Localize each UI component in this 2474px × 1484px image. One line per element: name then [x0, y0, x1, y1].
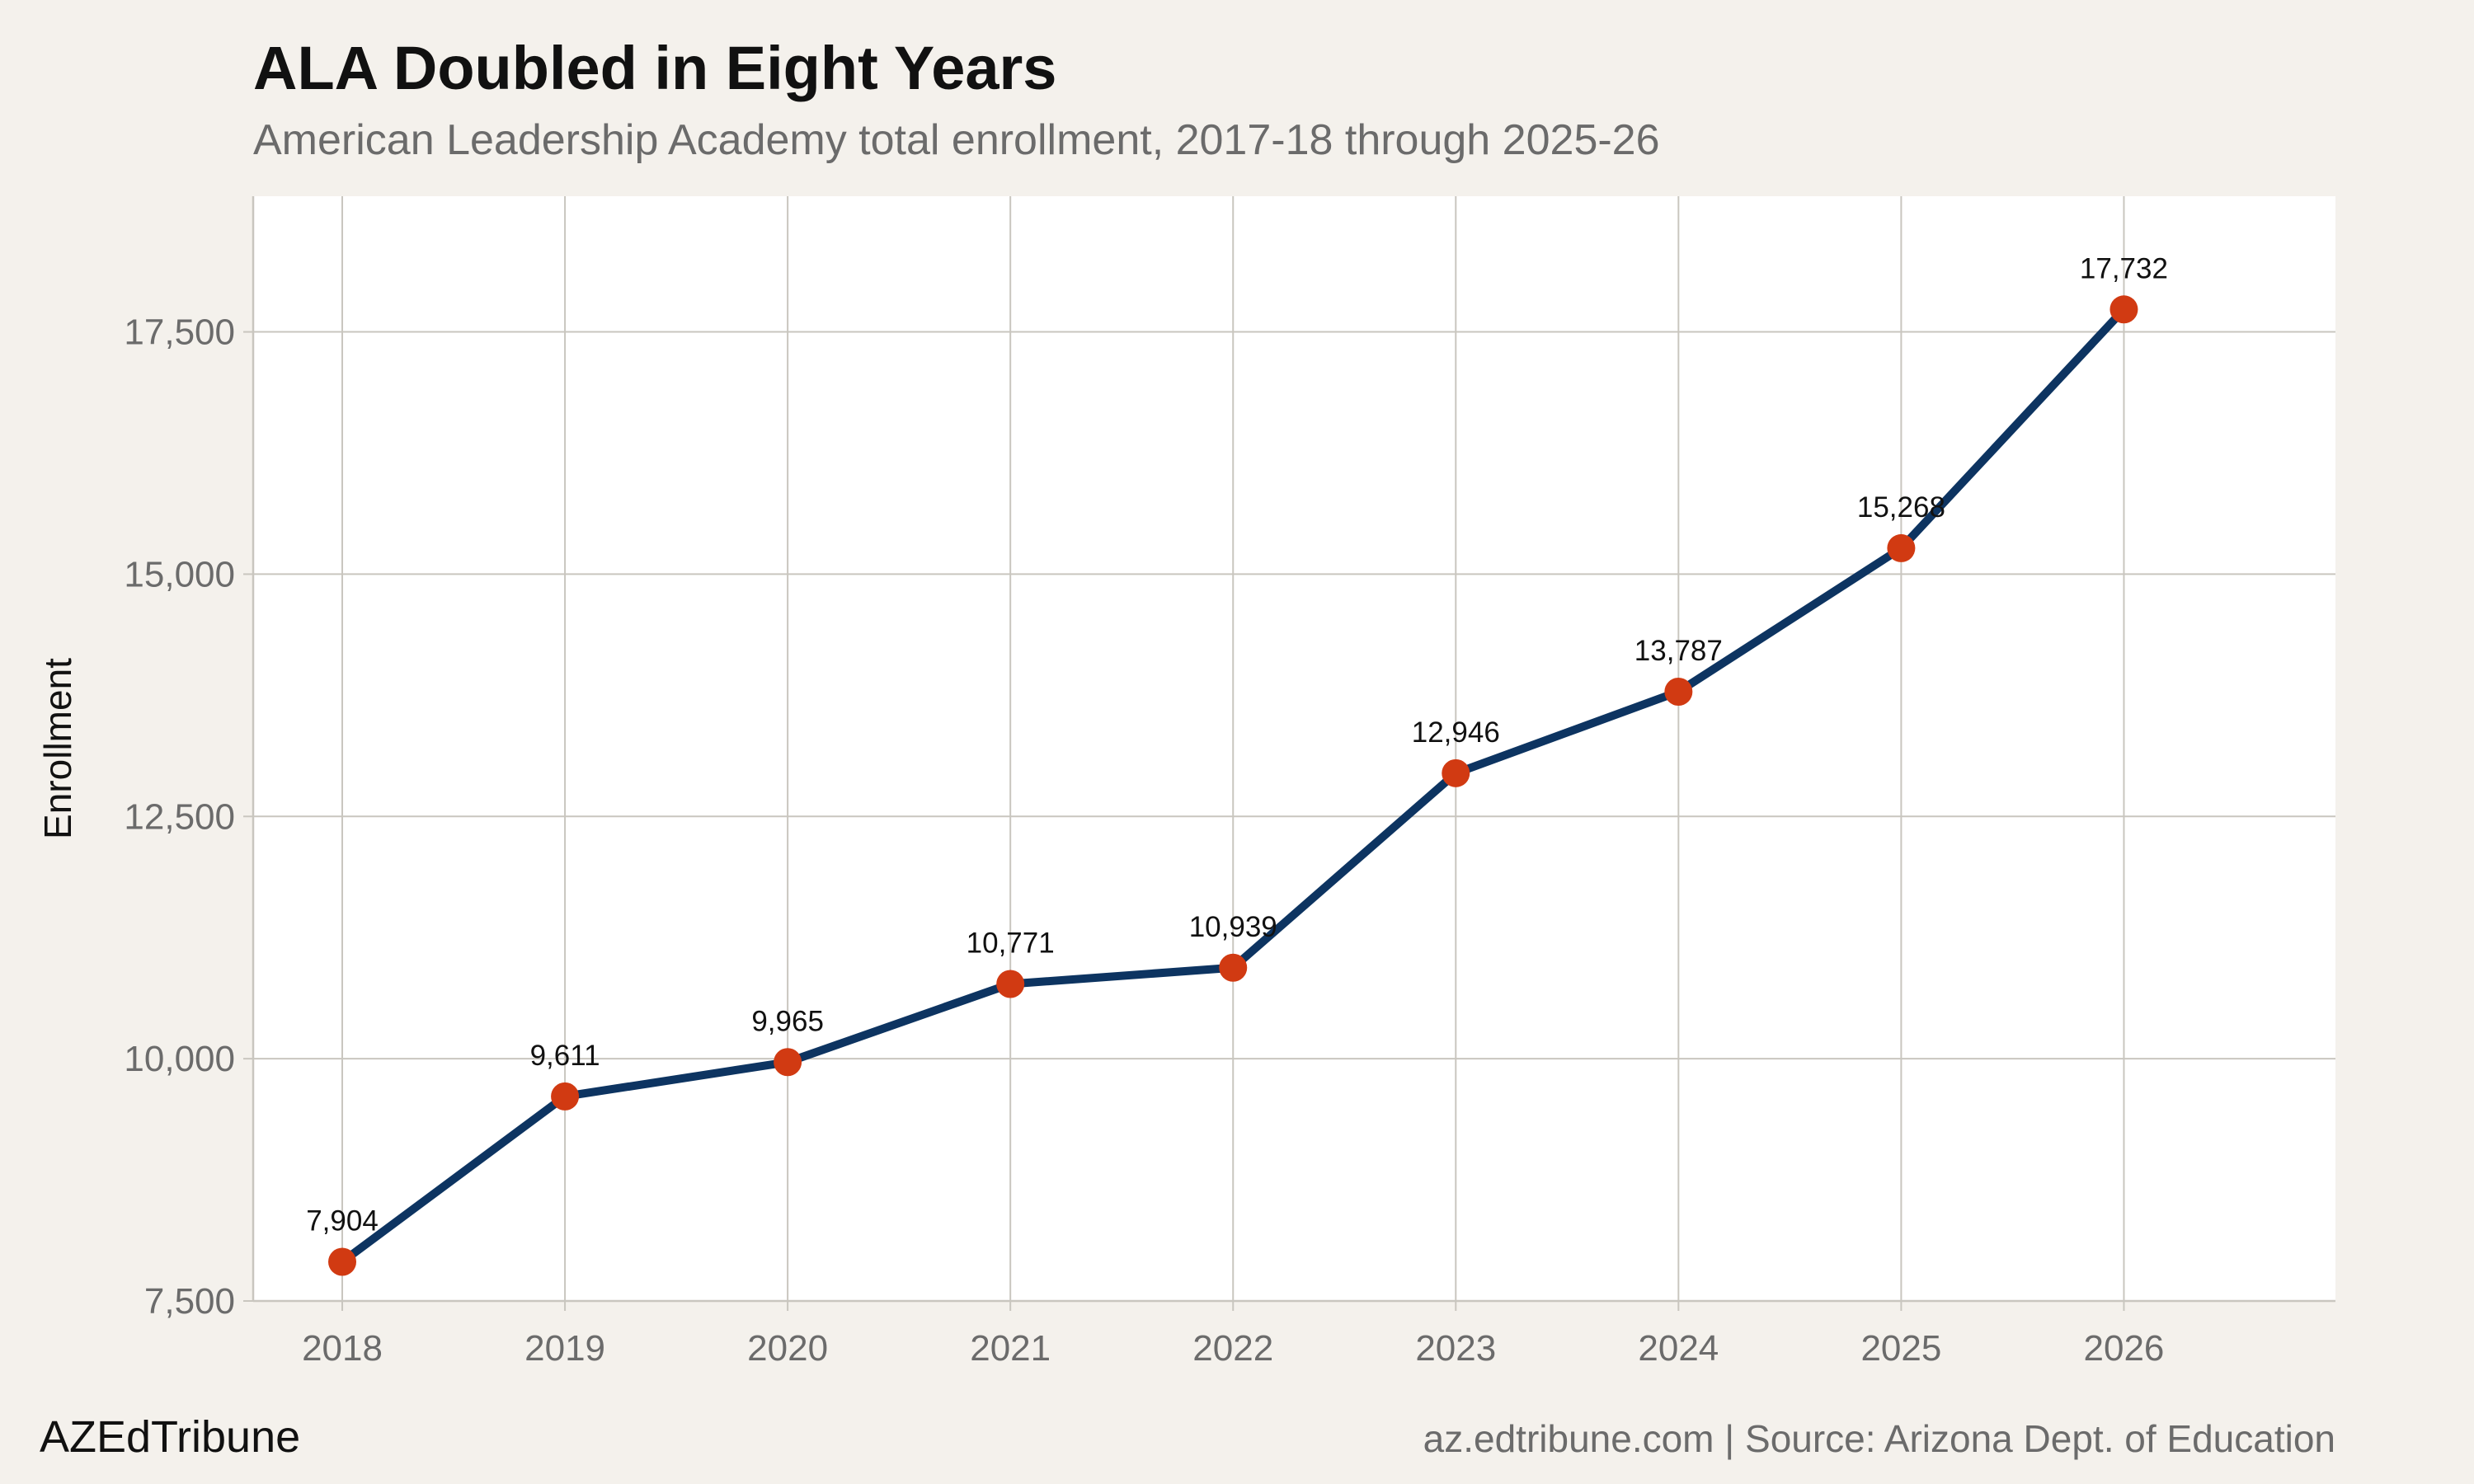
plot-panel	[253, 196, 2335, 1301]
data-point	[2109, 295, 2138, 324]
data-label: 9,965	[751, 1005, 824, 1037]
y-tick-label: 7,500	[144, 1281, 235, 1322]
data-point	[774, 1048, 802, 1077]
x-tick-label: 2026	[2084, 1328, 2165, 1369]
x-tick-label: 2019	[524, 1328, 605, 1369]
data-point	[1219, 953, 1248, 982]
y-axis-label: Enrollment	[36, 658, 79, 839]
x-tick-label: 2018	[302, 1328, 383, 1369]
data-label: 10,771	[967, 928, 1055, 960]
x-tick-label: 2023	[1415, 1328, 1496, 1369]
x-tick-label: 2025	[1860, 1328, 1941, 1369]
data-label: 10,939	[1189, 911, 1277, 943]
series-layer	[328, 295, 2138, 1276]
data-point	[1664, 678, 1693, 707]
data-labels: 7,904 9,611 9,965 10,771 10,939 12,946 13,787 1…	[306, 252, 2168, 1237]
brand-logo-text: AZEdTribune	[40, 1412, 301, 1462]
x-tick-label: 2020	[747, 1328, 828, 1369]
y-tick-label: 15,000	[124, 554, 235, 594]
x-tick-label: 2021	[970, 1328, 1051, 1369]
data-point	[328, 1247, 357, 1276]
chart-subtitle: American Leadership Academy total enroll…	[253, 116, 1660, 164]
data-label: 7,904	[306, 1205, 379, 1237]
data-label: 13,787	[1634, 635, 1723, 667]
y-tick-label: 17,500	[124, 312, 235, 353]
x-tick-label: 2024	[1638, 1328, 1719, 1369]
data-point	[996, 970, 1025, 998]
data-point	[551, 1082, 580, 1111]
axes: 2018 2019 2020 2021 2022 2023 2024 2025 2026 7,50…	[124, 196, 2335, 1369]
y-tick-label: 10,000	[124, 1039, 235, 1079]
data-label: 17,732	[2080, 252, 2168, 284]
data-label: 12,946	[1412, 716, 1500, 749]
data-label: 15,268	[1857, 491, 1945, 524]
source-note: az.edtribune.com | Source: Arizona Dept.…	[1423, 1417, 2335, 1460]
x-tick-label: 2022	[1192, 1328, 1273, 1369]
data-label: 9,611	[530, 1040, 600, 1072]
data-point	[1442, 758, 1470, 787]
y-tick-label: 12,500	[124, 796, 235, 837]
chart-title: ALA Doubled in Eight Years	[253, 34, 1057, 102]
data-point	[1887, 533, 1916, 562]
